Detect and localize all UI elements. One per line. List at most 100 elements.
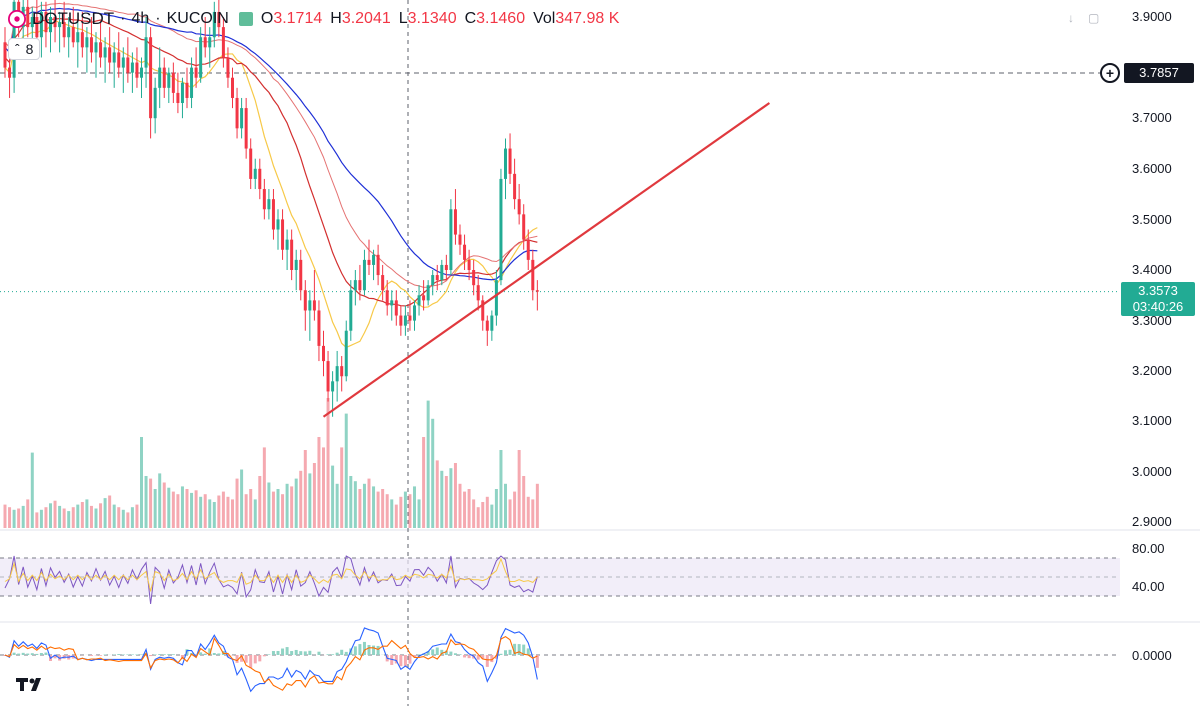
- volume-bar: [326, 398, 330, 528]
- candle-body: [317, 310, 321, 346]
- volume-bar: [121, 509, 125, 528]
- macd-histogram-bar: [167, 654, 171, 655]
- candle-body: [326, 361, 330, 392]
- trendline: [322, 102, 771, 418]
- candle-body: [394, 300, 398, 316]
- candles: [3, 0, 539, 417]
- candle-body: [58, 22, 62, 28]
- volume-bar: [303, 450, 307, 528]
- candle-body: [212, 11, 216, 38]
- chevron-up-icon: ˆ: [15, 41, 20, 57]
- candle-body: [244, 108, 248, 149]
- volume-bar: [162, 482, 166, 528]
- volume-bar: [85, 499, 89, 528]
- rsi-signal-line: [4, 557, 538, 592]
- volume-bar: [449, 468, 453, 528]
- minimize-icon[interactable]: ↓: [1068, 11, 1074, 25]
- macd-histogram-bar: [99, 655, 103, 656]
- macd-histogram-bar: [267, 654, 271, 655]
- macd-histogram-bar: [367, 644, 371, 655]
- candle-body: [94, 42, 98, 53]
- macd-histogram-bar: [26, 653, 30, 655]
- candle-body: [267, 199, 271, 210]
- candle-body: [144, 37, 148, 68]
- macd-histogram-bar: [290, 651, 294, 655]
- macd-histogram-bar: [44, 652, 48, 655]
- candle-body: [85, 37, 89, 48]
- volume-bar: [94, 508, 98, 528]
- price-tick: 3.2000: [1132, 363, 1172, 378]
- volume-bar: [413, 486, 416, 528]
- macd-histogram-bar: [276, 650, 280, 655]
- volume-bar: [317, 437, 321, 528]
- ma-upper-line: [4, 2, 538, 288]
- macd-histogram-bar: [271, 651, 275, 655]
- macd-histogram-bar: [431, 649, 435, 655]
- volume-value: 347.98 K: [555, 10, 620, 27]
- volume-bar: [235, 478, 239, 528]
- macd-histogram-bar: [217, 653, 221, 655]
- macd-histogram-bar: [426, 651, 430, 655]
- candle-body: [526, 239, 530, 260]
- volume-bar: [522, 476, 526, 528]
- candle-body: [276, 219, 280, 230]
- candle-body: [130, 62, 134, 73]
- candle-body: [262, 189, 266, 210]
- candle-body: [112, 52, 116, 63]
- candle-body: [80, 32, 84, 48]
- price-tick: 3.9000: [1132, 9, 1172, 24]
- macd-histogram-bar: [240, 655, 244, 662]
- volume-bar: [167, 487, 171, 528]
- volume-bar: [440, 470, 444, 528]
- candle-body: [171, 72, 175, 93]
- symbol-name[interactable]: DOTUSDT: [32, 9, 115, 28]
- price-tick: 2.9000: [1132, 514, 1172, 529]
- current-price-tag: 3.3573 03:40:26: [1121, 282, 1195, 316]
- candle-body: [71, 27, 75, 43]
- candle-body: [39, 11, 43, 38]
- support-trendline: [322, 102, 771, 418]
- macd-histogram-bar: [458, 654, 462, 655]
- rsi-line: [4, 555, 538, 605]
- indicators-toggle[interactable]: ˆ 8: [8, 38, 41, 60]
- volume-bar: [403, 491, 407, 528]
- candle-body: [335, 366, 339, 382]
- candle-body: [463, 244, 467, 260]
- candle-body: [76, 32, 80, 43]
- macd-histogram-bar: [522, 644, 526, 655]
- macd-histogram-bar: [203, 653, 207, 655]
- volume-bar: [249, 489, 253, 528]
- candle-body: [385, 290, 389, 306]
- open-value: 3.1714: [273, 10, 323, 27]
- candle-body: [312, 300, 316, 311]
- macd-histogram-bar: [294, 649, 298, 655]
- interval-label[interactable]: 4h: [131, 10, 150, 27]
- maximize-icon[interactable]: ▢: [1088, 11, 1100, 25]
- volume-bar: [517, 450, 521, 528]
- macd-histogram-bar: [130, 654, 134, 655]
- macd-histogram-bar: [112, 654, 116, 655]
- macd-histogram-bar: [30, 653, 34, 655]
- macd-histogram-bar: [390, 655, 394, 665]
- volume-bar: [399, 496, 403, 528]
- macd-histogram-bar: [435, 647, 439, 655]
- macd-line: [4, 627, 538, 693]
- candle-body: [453, 209, 457, 235]
- candle-body: [372, 254, 376, 265]
- volume-bar: [76, 504, 80, 528]
- macd-histogram-bar: [149, 655, 153, 657]
- price-tick: 3.5000: [1132, 212, 1172, 227]
- price-tick: 3.1000: [1132, 413, 1172, 428]
- add-alert-button[interactable]: +: [1100, 63, 1120, 83]
- current-price: 3.3573: [1138, 283, 1178, 298]
- candle-body: [331, 381, 335, 392]
- volume-bar: [67, 511, 71, 528]
- candle-body: [513, 173, 517, 200]
- candle-body: [30, 17, 34, 28]
- macd-histogram-bar: [103, 654, 107, 655]
- macd-histogram-bar: [158, 654, 162, 655]
- candle-body: [99, 42, 103, 58]
- candle-body: [185, 82, 189, 98]
- ma-fast-line: [4, 19, 538, 349]
